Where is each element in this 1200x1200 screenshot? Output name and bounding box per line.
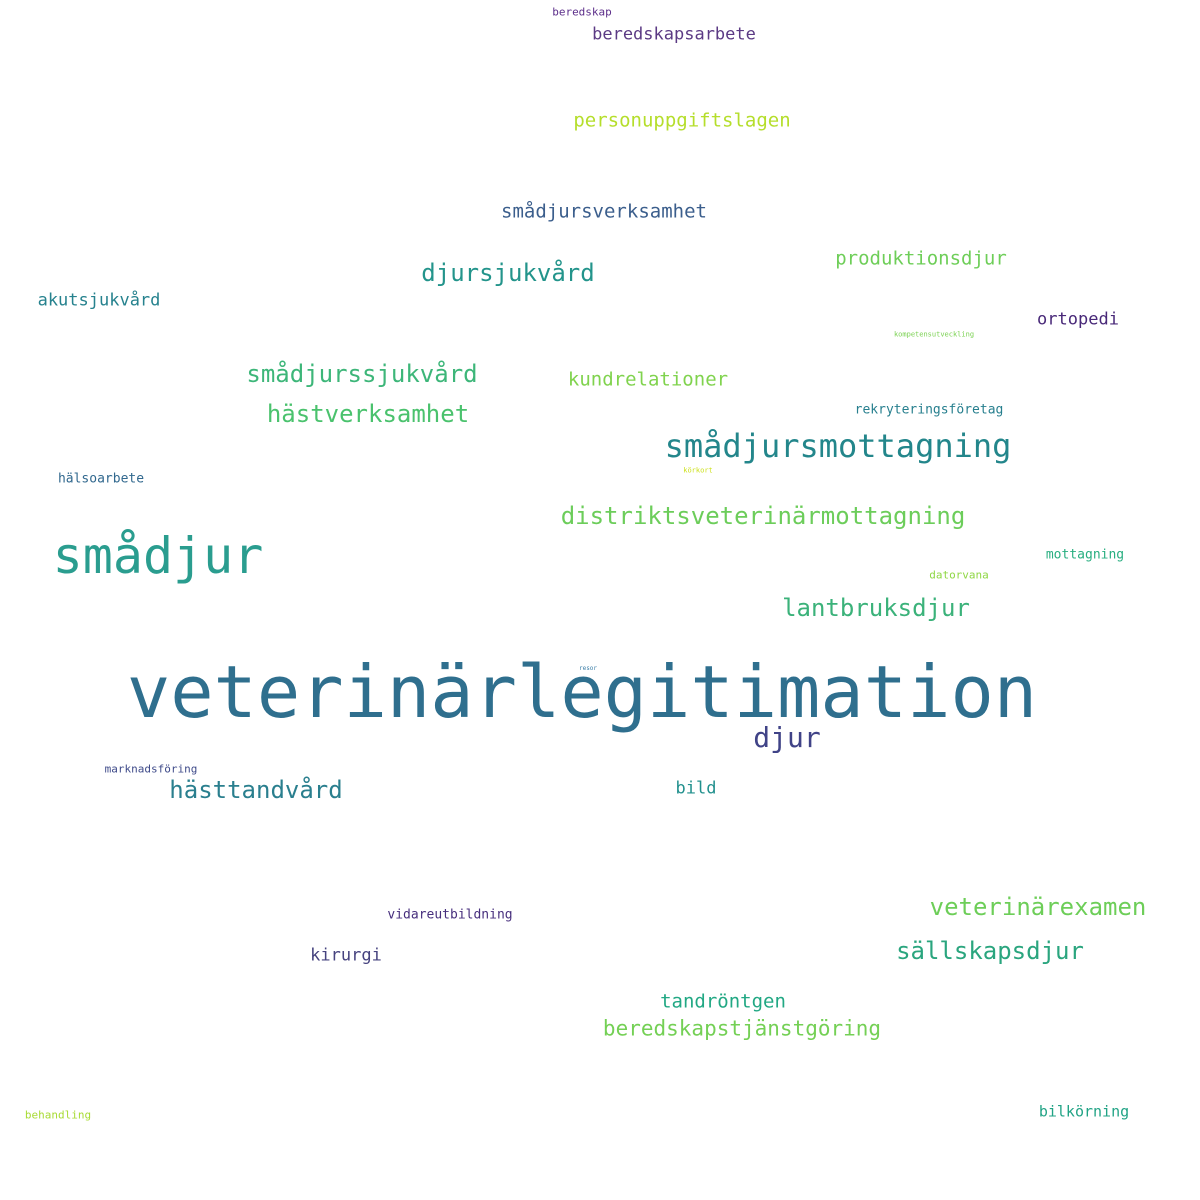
word-resor: resor bbox=[578, 665, 598, 672]
word-mottagning: mottagning bbox=[1045, 547, 1125, 563]
word-personuppgiftslagen: personuppgiftslagen bbox=[573, 109, 791, 132]
word-distriktsveterinarmottagning: distriktsveterinärmottagning bbox=[560, 502, 966, 530]
word-smadjur: smådjur bbox=[52, 527, 264, 585]
word-datorvana: datorvana bbox=[929, 568, 989, 582]
word-smadjursverksamhet: smådjursverksamhet bbox=[501, 200, 707, 223]
word-hasttandvard: hästtandvård bbox=[169, 776, 343, 804]
word-vidareutbildning: vidareutbildning bbox=[387, 907, 513, 923]
word-kompetensutveckling: kompetensutveckling bbox=[893, 330, 975, 339]
word-bild: bild bbox=[675, 778, 717, 799]
word-ortopedi: ortopedi bbox=[1037, 309, 1119, 330]
word-kundrelationer: kundrelationer bbox=[567, 368, 729, 391]
word-rekryteringsforetag: rekryteringsföretag bbox=[854, 402, 1004, 418]
word-djursjukvard: djursjukvård bbox=[421, 259, 595, 287]
word-beredskap: beredskap bbox=[552, 5, 612, 19]
word-korkort: körkort bbox=[683, 466, 713, 475]
word-djur: djur bbox=[753, 721, 821, 754]
word-hastverksamhet: hästverksamhet bbox=[266, 400, 470, 428]
word-smadjurssjukvard: smådjurssjukvård bbox=[246, 360, 478, 388]
word-akutsjukvard: akutsjukvård bbox=[37, 290, 161, 311]
word-veterinarexamen: veterinärexamen bbox=[929, 893, 1147, 921]
word-veterinarlegitimation: veterinärlegitimation bbox=[126, 650, 1038, 734]
word-marknadsforing: marknadsföring bbox=[104, 762, 198, 776]
word-halsoarbete: hälsoarbete bbox=[57, 471, 145, 487]
word-produktionsdjur: produktionsdjur bbox=[835, 247, 1007, 270]
word-lantbruksdjur: lantbruksdjur bbox=[782, 594, 970, 622]
word-beredskapsarbete: beredskapsarbete bbox=[592, 24, 756, 45]
word-sallskapsdjur: sällskapsdjur bbox=[896, 937, 1084, 965]
word-smadjursmottagning: smådjursmottagning bbox=[664, 427, 1012, 465]
word-beredskapstjanstgoring: beredskapstjänstgöring bbox=[602, 1016, 882, 1041]
word-behandling: behandling bbox=[24, 1108, 92, 1122]
word-bilkorning: bilkörning bbox=[1038, 1102, 1130, 1121]
word-tandrontgen: tandröntgen bbox=[660, 990, 786, 1013]
word-kirurgi: kirurgi bbox=[310, 945, 382, 966]
